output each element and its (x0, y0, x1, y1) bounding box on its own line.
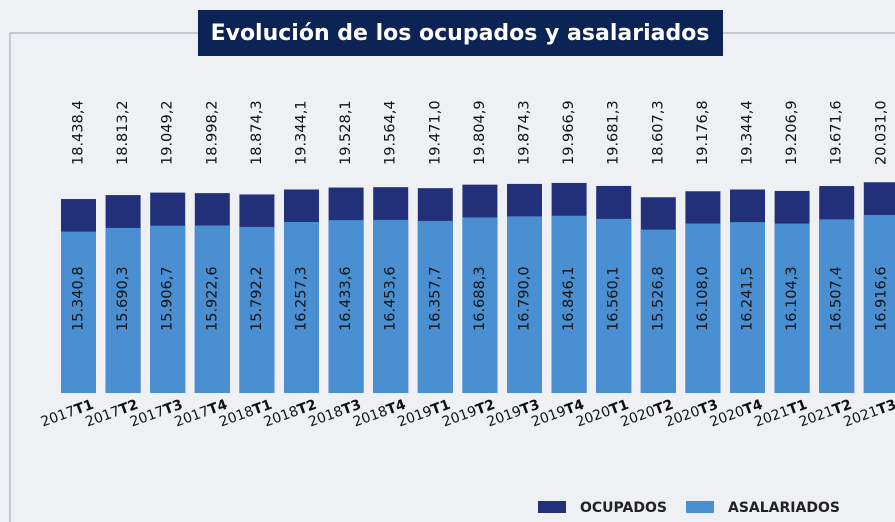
value-label: 15.922,6 (204, 266, 220, 331)
value-label: 19.564,4 (383, 100, 399, 165)
value-label: 16.108,0 (695, 266, 711, 331)
value-label: 16.453,6 (383, 266, 399, 331)
bar (596, 218, 632, 393)
bar (417, 220, 453, 393)
bar (819, 219, 855, 393)
legend-label: OCUPADOS (580, 500, 667, 516)
value-label: 20.031,0 (873, 100, 889, 165)
bar (507, 216, 542, 393)
value-label: 16.846,1 (561, 266, 577, 331)
value-label: 16.241,5 (740, 266, 756, 331)
value-label: 19.206,9 (784, 100, 800, 165)
value-label: 19.804,9 (472, 100, 488, 165)
value-label: 18.998,2 (204, 100, 220, 165)
value-label: 19.471,0 (427, 100, 443, 165)
legend-label: ASALARIADOS (728, 500, 840, 516)
value-label: 19.049,2 (160, 100, 176, 165)
value-label: 16.790,0 (517, 266, 533, 331)
value-label: 19.681,3 (606, 100, 622, 165)
value-label: 16.560,1 (606, 266, 622, 331)
value-label: 16.104,3 (784, 266, 800, 331)
value-label: 16.257,3 (294, 266, 310, 331)
bar (284, 221, 319, 393)
value-label: 15.690,3 (115, 266, 131, 331)
value-label: 18.874,3 (249, 100, 265, 165)
bar (774, 223, 810, 393)
bar (61, 231, 96, 393)
bar (685, 223, 721, 393)
chart-title: Evolución de los ocupados y asalariados (211, 21, 710, 46)
title-box (198, 10, 723, 56)
value-label: 16.507,4 (829, 266, 845, 331)
bar (105, 227, 141, 393)
bar (239, 226, 275, 393)
value-label: 18.813,2 (115, 100, 131, 165)
value-label: 19.344,1 (294, 100, 310, 165)
value-label: 15.340,8 (71, 266, 87, 331)
value-label: 16.433,6 (338, 266, 354, 331)
bar (194, 225, 230, 393)
value-label: 19.966,9 (561, 100, 577, 165)
value-label: 15.906,7 (160, 266, 176, 331)
value-label: 19.671,6 (829, 100, 845, 165)
value-label: 18.607,3 (650, 100, 666, 165)
value-label: 16.688,3 (472, 266, 488, 331)
value-label: 19.344,4 (740, 100, 756, 165)
bar (462, 217, 498, 393)
bar (328, 220, 364, 393)
value-label: 19.528,1 (338, 100, 354, 165)
legend-swatch (538, 501, 566, 513)
bar (551, 215, 587, 393)
value-label: 19.874,3 (517, 100, 533, 165)
value-label: 16.357,7 (427, 266, 443, 331)
value-label: 19.176,8 (695, 100, 711, 165)
value-label: 18.438,4 (71, 100, 87, 165)
value-label: 16.916,6 (873, 266, 889, 331)
value-label: 15.792,2 (249, 266, 265, 331)
bar (863, 215, 895, 393)
legend-swatch (686, 501, 714, 513)
bar (640, 229, 676, 393)
bar (373, 219, 409, 393)
bar (150, 225, 186, 393)
value-label: 15.526,8 (650, 266, 666, 331)
bar (730, 222, 765, 393)
